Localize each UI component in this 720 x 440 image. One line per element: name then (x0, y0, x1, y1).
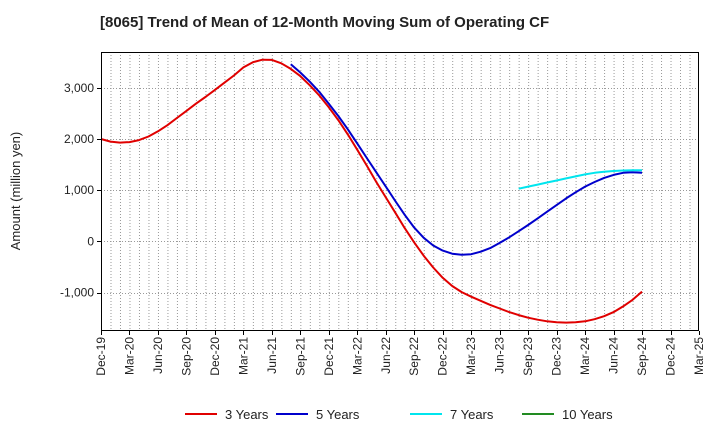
series-line-5-years (290, 63, 643, 256)
x-tick-label: Jun-24 (607, 337, 621, 374)
x-tick-label: Mar-23 (464, 337, 478, 375)
y-tick-label: 1,000 (64, 183, 94, 197)
x-tick-label: Dec-21 (322, 337, 336, 376)
legend-label-7-years: 7 Years (450, 407, 494, 422)
x-tick-label: Sep-24 (635, 337, 649, 376)
horizontal-gridlines (101, 88, 699, 294)
x-tick-label: Dec-24 (664, 337, 678, 376)
x-tick-label: Mar-20 (123, 337, 137, 375)
x-tick-label: Sep-21 (293, 337, 307, 376)
series-layer (100, 58, 643, 324)
plot-area (101, 52, 699, 331)
x-tick-label: Sep-20 (179, 337, 193, 376)
legend-label-10-years: 10 Years (562, 407, 613, 422)
x-tick-label: Jun-23 (493, 337, 507, 374)
x-tick-label: Dec-20 (208, 337, 222, 376)
x-tick-label: Mar-21 (236, 337, 250, 375)
y-axis-label: Amount (million yen) (8, 132, 23, 251)
x-tick-label: Sep-22 (407, 337, 421, 376)
x-tick-label: Mar-25 (692, 337, 706, 375)
y-axis-ticks: -1,000 0 1,000 2,000 3,000 (60, 81, 101, 300)
y-tick-label: 2,000 (64, 132, 94, 146)
chart-title: [8065] Trend of Mean of 12-Month Moving … (100, 14, 549, 31)
x-tick-label: Mar-22 (350, 337, 364, 375)
x-tick-label: Dec-22 (436, 337, 450, 376)
x-tick-label: Dec-23 (550, 337, 564, 376)
plot-background (101, 52, 699, 331)
plot-border (101, 52, 699, 331)
series-line-7-years (518, 169, 642, 190)
y-tick-label: -1,000 (60, 286, 94, 300)
legend: 3 Years 5 Years 7 Years 10 Years (185, 407, 613, 422)
y-tick-label: 0 (87, 234, 94, 248)
y-tick-label: 3,000 (64, 81, 94, 95)
x-tick-label: Jun-20 (151, 337, 165, 374)
legend-label-3-years: 3 Years (225, 407, 269, 422)
x-tick-label: Mar-24 (578, 337, 592, 375)
x-axis-ticks: Dec-19 Mar-20 Jun-20 Sep-20 Dec-20 Mar-21 Jun-… (94, 331, 706, 376)
legend-label-5-years: 5 Years (316, 407, 360, 422)
series-line-3-years (100, 58, 643, 324)
x-tick-label: Sep-23 (521, 337, 535, 376)
x-tick-label: Dec-19 (94, 337, 108, 376)
plot-frame (101, 52, 699, 331)
x-tick-label: Jun-21 (265, 337, 279, 374)
x-tick-label: Jun-22 (379, 337, 393, 374)
